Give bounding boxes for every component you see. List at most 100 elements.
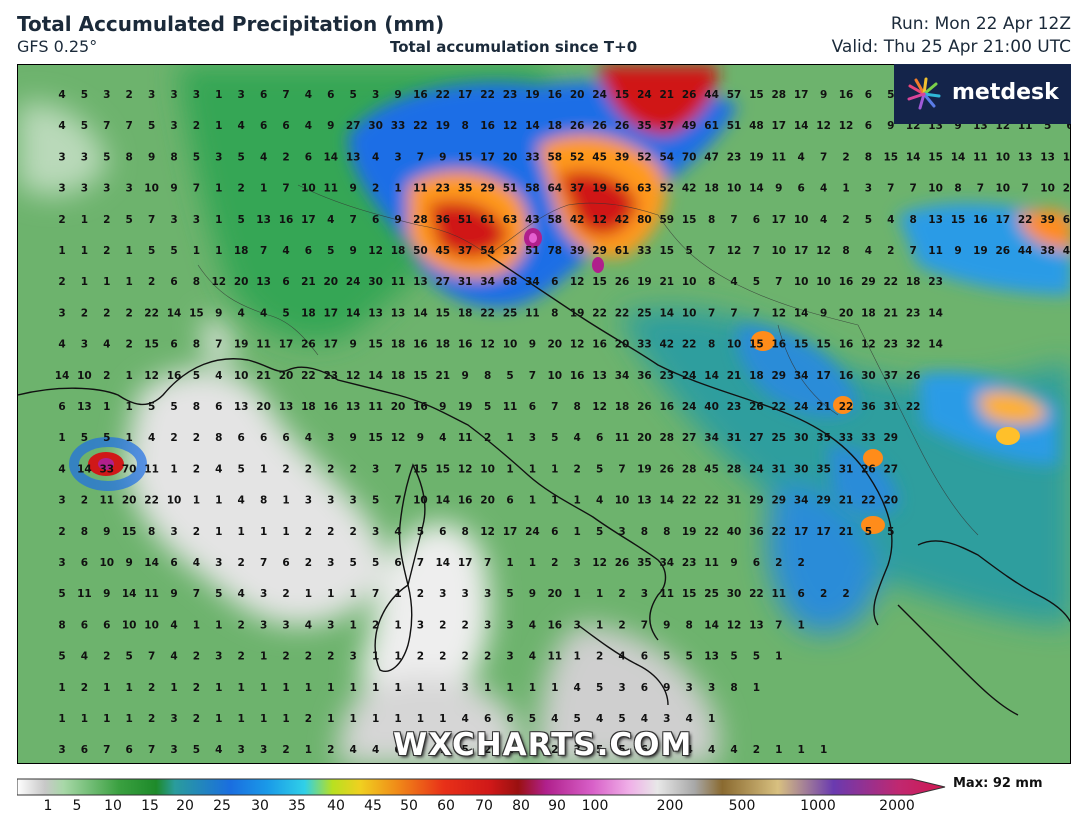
- grid-value: 19: [435, 120, 450, 132]
- grid-value: 5: [753, 651, 760, 663]
- grid-value: 15: [435, 307, 450, 319]
- grid-value: 24: [682, 401, 697, 413]
- grid-value: 7: [775, 276, 782, 288]
- grid-value: 17: [995, 214, 1010, 226]
- grid-value: 8: [215, 432, 222, 444]
- grid-value: 7: [350, 214, 357, 226]
- grid-value: 5: [215, 588, 222, 600]
- grid-value: 37: [570, 183, 585, 195]
- grid-value: 14: [951, 151, 966, 163]
- grid-value: 5: [663, 744, 670, 756]
- grid-value: 10: [1040, 183, 1055, 195]
- grid-value: 6: [260, 120, 267, 132]
- grid-value: 3: [686, 682, 693, 694]
- grid-value: 20: [637, 432, 652, 444]
- grid-value: 3: [260, 744, 267, 756]
- grid-value: 28: [771, 89, 786, 101]
- grid-value: 14: [144, 557, 159, 569]
- grid-value: 5: [596, 463, 603, 475]
- grid-value: 26: [570, 120, 585, 132]
- grid-value: 20: [480, 495, 495, 507]
- grid-value: 20: [256, 401, 271, 413]
- grid-value: 2: [305, 463, 312, 475]
- grid-value: 10: [928, 183, 943, 195]
- grid-value: 1: [574, 495, 581, 507]
- grid-value: 10: [413, 495, 428, 507]
- grid-value: 26: [301, 339, 316, 351]
- colorbar-tick: 5: [72, 798, 82, 814]
- grid-value: 2: [193, 432, 200, 444]
- grid-value: 6: [103, 619, 110, 631]
- grid-value: 2: [103, 370, 110, 382]
- precipitation-map[interactable]: 4 5 3 2 3 3 3 1 3 6 7 4 6 5 3 9 16 22 17 22 23 19 16 20 24 15 24 21…: [17, 64, 1071, 764]
- grid-value: 4: [327, 214, 334, 226]
- grid-value: 19: [637, 463, 652, 475]
- grid-value: 28: [682, 463, 697, 475]
- grid-value: 21: [839, 495, 854, 507]
- grid-value: 6: [641, 651, 648, 663]
- grid-value: 7: [753, 245, 760, 257]
- grid-value: 1: [170, 463, 177, 475]
- grid-value: 1: [506, 557, 513, 569]
- grid-value: 10: [682, 276, 697, 288]
- grid-value: 16: [458, 339, 473, 351]
- grid-value: 15: [615, 89, 630, 101]
- map-canvas: 4 5 3 2 3 3 3 1 3 6 7 4 6 5 3 9 16 22 17 22 23 19 16 20 24 15 24 21…: [18, 65, 1070, 763]
- grid-value: 4: [618, 651, 625, 663]
- grid-value: 49: [682, 120, 697, 132]
- grid-value: 8: [148, 526, 155, 538]
- grid-value: 11: [77, 588, 92, 600]
- grid-value: 13: [279, 401, 294, 413]
- grid-value: 14: [122, 588, 137, 600]
- grid-value: 3: [81, 183, 88, 195]
- grid-value: 4: [596, 713, 603, 725]
- grid-value: 23: [435, 183, 450, 195]
- grid-value: 1: [775, 651, 782, 663]
- grid-value: 1: [58, 713, 65, 725]
- grid-value: 15: [144, 339, 159, 351]
- grid-value: 2: [193, 713, 200, 725]
- grid-value: 1: [215, 713, 222, 725]
- grid-value: 1: [126, 713, 133, 725]
- grid-value: 12: [503, 120, 518, 132]
- grid-value: 20: [615, 339, 630, 351]
- grid-value: 17: [771, 120, 786, 132]
- grid-value: 17: [794, 526, 809, 538]
- grid-value: 18: [906, 276, 921, 288]
- grid-value: 7: [887, 183, 894, 195]
- grid-value: 7: [820, 151, 827, 163]
- grid-value: 43: [525, 214, 540, 226]
- grid-value: 22: [704, 495, 719, 507]
- grid-value: 9: [663, 682, 670, 694]
- grid-value: 11: [503, 401, 518, 413]
- grid-value: 3: [327, 432, 334, 444]
- grid-value: 3: [439, 588, 446, 600]
- grid-value: 7: [730, 214, 737, 226]
- grid-value: 5: [529, 713, 536, 725]
- grid-value: 6: [641, 682, 648, 694]
- grid-value: 70: [682, 151, 697, 163]
- grid-value: 5: [372, 557, 379, 569]
- grid-value: 39: [1040, 214, 1055, 226]
- grid-value: 15: [951, 214, 966, 226]
- grid-value: 8: [842, 245, 849, 257]
- grid-value: 23: [659, 370, 674, 382]
- grid-value: 6: [865, 120, 872, 132]
- grid-value: 1: [193, 495, 200, 507]
- grid-value: 34: [480, 276, 495, 288]
- grid-value: 48: [749, 120, 764, 132]
- grid-value: 1: [798, 619, 805, 631]
- grid-value: 15: [883, 151, 898, 163]
- grid-value: 16: [167, 370, 182, 382]
- colorbar-tick: 35: [288, 798, 306, 814]
- grid-value: 25: [503, 307, 518, 319]
- grid-value: 17: [279, 339, 294, 351]
- grid-value: 45: [435, 245, 450, 257]
- grid-value: 13: [256, 276, 271, 288]
- grid-value: 1: [798, 744, 805, 756]
- grid-value: 6: [529, 401, 536, 413]
- grid-value: 13: [346, 151, 361, 163]
- grid-value: 4: [686, 744, 693, 756]
- grid-value: 22: [301, 370, 316, 382]
- grid-value: 9: [439, 401, 446, 413]
